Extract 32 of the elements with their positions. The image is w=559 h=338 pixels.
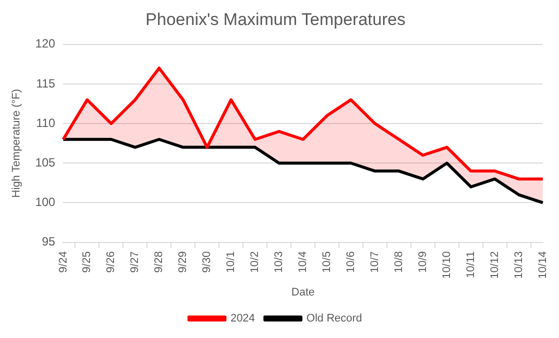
x-tick-label: 9/28 xyxy=(153,251,166,273)
y-tick-label: 105 xyxy=(35,155,56,170)
x-tick-label: 9/30 xyxy=(201,251,214,273)
x-tick-label: 10/9 xyxy=(416,251,429,273)
y-tick-label: 110 xyxy=(36,116,56,130)
x-tick-label: 10/13 xyxy=(512,251,525,279)
x-tick-label: 9/27 xyxy=(129,251,142,273)
x-tick-label: 10/10 xyxy=(440,251,453,279)
legend-label: 2024 xyxy=(230,312,255,325)
chart-title: Phoenix's Maximum Temperatures xyxy=(146,10,406,29)
x-tick-label: 10/5 xyxy=(321,251,334,273)
x-axis-title: Date xyxy=(291,286,315,298)
x-tick-label: 10/8 xyxy=(392,251,405,273)
x-tick-label: 10/1 xyxy=(225,251,238,273)
x-tick-label: 10/14 xyxy=(536,251,549,279)
y-tick-label: 100 xyxy=(35,195,56,210)
y-tick-label: 120 xyxy=(35,36,56,51)
x-tick-label: 10/3 xyxy=(273,251,286,273)
legend-label: Old Record xyxy=(306,312,362,325)
x-tick-label: 10/7 xyxy=(368,251,381,273)
x-tick-label: 10/11 xyxy=(464,251,477,278)
x-tick-label: 9/29 xyxy=(177,251,190,273)
y-axis-title: High Temperature (°F) xyxy=(10,88,23,198)
x-tick-label: 10/4 xyxy=(297,251,310,273)
x-tick-label: 10/2 xyxy=(249,251,262,273)
x-tick-label: 9/26 xyxy=(105,251,118,273)
x-tick-label: 9/24 xyxy=(57,251,70,273)
x-tick-label: 10/6 xyxy=(345,251,357,273)
y-tick-label: 115 xyxy=(36,76,56,90)
y-tick-label: 95 xyxy=(42,234,56,249)
x-tick-label: 9/25 xyxy=(81,251,94,273)
x-tick-label: 10/12 xyxy=(488,251,501,279)
